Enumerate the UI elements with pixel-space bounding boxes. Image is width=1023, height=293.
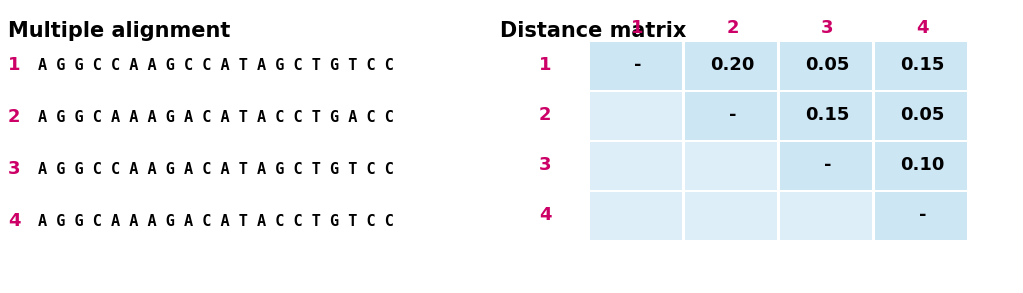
FancyBboxPatch shape [875, 142, 967, 190]
FancyBboxPatch shape [780, 42, 872, 90]
Text: 0.05: 0.05 [900, 106, 944, 124]
FancyBboxPatch shape [780, 142, 872, 190]
FancyBboxPatch shape [590, 42, 682, 90]
Text: -: - [824, 156, 832, 174]
Text: 1: 1 [8, 56, 20, 74]
Text: 2: 2 [539, 106, 551, 124]
FancyBboxPatch shape [780, 92, 872, 140]
Text: 4: 4 [917, 19, 929, 37]
Text: 3: 3 [8, 160, 20, 178]
Text: -: - [728, 106, 737, 124]
FancyBboxPatch shape [780, 192, 872, 240]
Text: 0.15: 0.15 [900, 56, 944, 74]
Text: 2: 2 [8, 108, 20, 126]
Text: 3: 3 [539, 156, 551, 174]
Text: 1: 1 [631, 19, 643, 37]
Text: 0.15: 0.15 [805, 106, 850, 124]
Text: A G G C C A A G C C A T A G C T G T C C: A G G C C A A G C C A T A G C T G T C C [38, 57, 394, 72]
Text: 0.10: 0.10 [900, 156, 944, 174]
FancyBboxPatch shape [875, 192, 967, 240]
FancyBboxPatch shape [685, 142, 777, 190]
FancyBboxPatch shape [590, 192, 682, 240]
FancyBboxPatch shape [590, 92, 682, 140]
FancyBboxPatch shape [875, 92, 967, 140]
Text: 0.20: 0.20 [710, 56, 755, 74]
Text: A G G C A A A G A C A T A C C T G T C C: A G G C A A A G A C A T A C C T G T C C [38, 214, 394, 229]
FancyBboxPatch shape [685, 192, 777, 240]
Text: A G G C C A A G A C A T A G C T G T C C: A G G C C A A G A C A T A G C T G T C C [38, 161, 394, 176]
Text: 1: 1 [539, 56, 551, 74]
Text: Distance matrix: Distance matrix [500, 21, 686, 41]
Text: A G G C A A A G A C A T A C C T G A C C: A G G C A A A G A C A T A C C T G A C C [38, 110, 394, 125]
Text: 0.05: 0.05 [805, 56, 850, 74]
FancyBboxPatch shape [875, 42, 967, 90]
Text: -: - [919, 206, 926, 224]
FancyBboxPatch shape [685, 42, 777, 90]
Text: 3: 3 [821, 19, 834, 37]
Text: Multiple alignment: Multiple alignment [8, 21, 230, 41]
Text: 2: 2 [726, 19, 739, 37]
Text: 4: 4 [8, 212, 20, 230]
Text: 4: 4 [539, 206, 551, 224]
FancyBboxPatch shape [685, 92, 777, 140]
Text: -: - [634, 56, 641, 74]
FancyBboxPatch shape [590, 142, 682, 190]
